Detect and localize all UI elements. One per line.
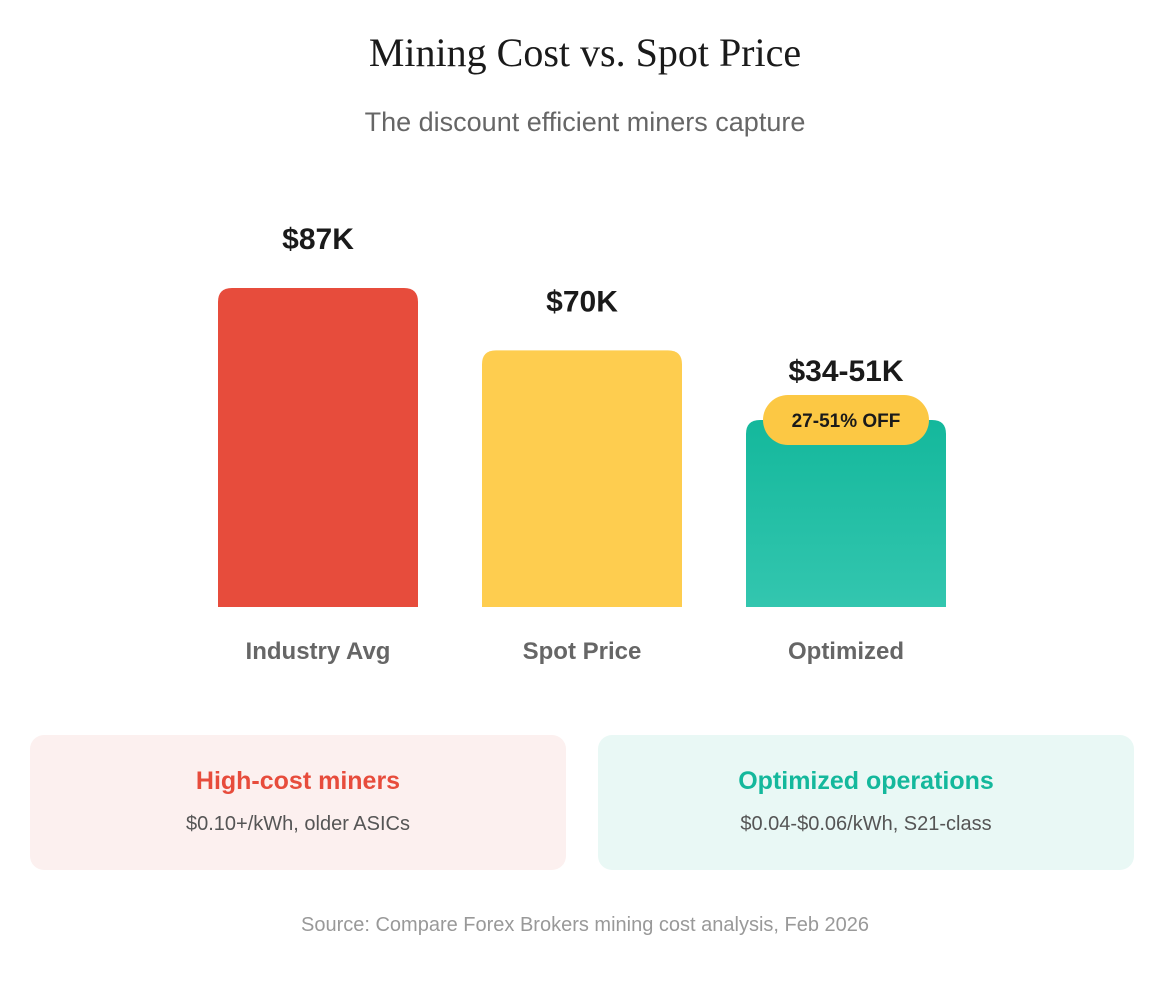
optimized-card-title: Optimized operations — [738, 767, 994, 795]
category-label-optimized: Optimized — [788, 638, 904, 665]
optimized-card: Optimized operations $0.04-$0.06/kWh, S2… — [598, 735, 1134, 870]
high-cost-card-desc: $0.10+/kWh, older ASICs — [185, 813, 410, 835]
discount-badge — [763, 395, 929, 445]
source-note: Source: Compare Forex Brokers mining cos… — [300, 914, 870, 936]
value-label-spot-price: $70K — [546, 285, 618, 318]
category-label-industry-avg: Industry Avg — [246, 638, 391, 665]
value-label-optimized: $34-51K — [788, 355, 903, 388]
category-label-spot-price: Spot Price — [523, 638, 642, 665]
optimized-card-desc: $0.04-$0.06/kWh, S21-class — [740, 813, 992, 835]
bar-industry-avg — [218, 288, 418, 607]
value-label-industry-avg: $87K — [282, 223, 354, 256]
high-cost-card: High-cost miners $0.10+/kWh, older ASICs — [30, 735, 566, 870]
bar-spot-price — [482, 350, 682, 607]
chart-subtitle: The discount efficient miners capture — [364, 107, 806, 137]
bar-chart: $87K Industry Avg $70K Spot Price $34-51K Opt… — [218, 223, 946, 665]
chart-title: Mining Cost vs. Spot Price — [368, 30, 802, 75]
bar-optimized — [746, 420, 946, 607]
discount-badge-label: 27-51% OFF — [792, 411, 901, 432]
high-cost-card-title: High-cost miners — [195, 767, 401, 795]
